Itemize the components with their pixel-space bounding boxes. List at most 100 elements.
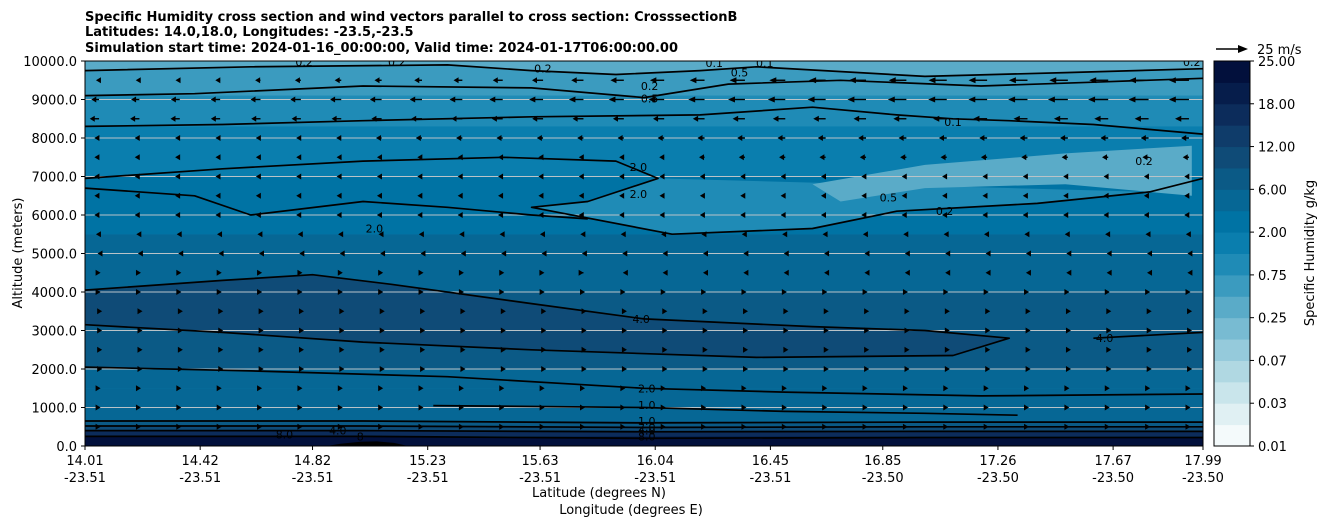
wind-vector bbox=[135, 269, 141, 276]
colorbar-label: Specific Humidity g/kg bbox=[1303, 180, 1318, 326]
wind-vector bbox=[888, 77, 907, 84]
wind-vector bbox=[940, 154, 947, 161]
wind-vector bbox=[97, 327, 103, 334]
wind-vector bbox=[983, 404, 989, 411]
wind-vector bbox=[255, 212, 261, 218]
colorbar-tick-label: 0.25 bbox=[1258, 312, 1287, 327]
wind-vector bbox=[980, 154, 988, 161]
y-tick-label: 6000.0 bbox=[32, 209, 78, 224]
wind-vector bbox=[864, 269, 870, 276]
wind-vector bbox=[258, 327, 264, 334]
contour-label: 0.5 bbox=[641, 92, 659, 105]
contour-label: 0.2 bbox=[295, 56, 313, 69]
wind-vector bbox=[539, 269, 545, 276]
wind-vector bbox=[541, 346, 547, 353]
wind-vector bbox=[968, 77, 988, 84]
wind-vector bbox=[337, 385, 343, 392]
wind-vector bbox=[848, 77, 867, 84]
contour-label: 2.0 bbox=[366, 222, 384, 235]
wind-vector bbox=[216, 404, 222, 411]
wind-vector bbox=[297, 269, 303, 276]
wind-vector bbox=[893, 115, 907, 122]
wind-vector bbox=[336, 212, 342, 218]
wind-vector bbox=[500, 346, 506, 353]
wind-vector bbox=[258, 250, 264, 257]
wind-vector bbox=[1021, 154, 1028, 161]
y-tick-label: 5000.0 bbox=[32, 248, 78, 263]
wind-vector bbox=[1064, 289, 1070, 295]
wind-vector bbox=[135, 423, 141, 430]
wind-vector bbox=[1143, 212, 1149, 218]
wind-vector bbox=[420, 327, 426, 334]
wind-vector bbox=[458, 385, 464, 392]
wind-vector bbox=[539, 231, 545, 238]
wind-vector bbox=[1187, 308, 1193, 315]
wind-vector bbox=[701, 423, 707, 430]
wind-vector bbox=[376, 154, 382, 161]
wind-vector bbox=[701, 404, 707, 411]
colorbar-tick-label: 2.00 bbox=[1258, 226, 1287, 241]
wind-vector bbox=[864, 308, 870, 315]
wind-vector bbox=[862, 231, 868, 238]
contour-2.0 bbox=[85, 425, 1203, 429]
wind-vector bbox=[449, 96, 463, 103]
wind-vector bbox=[296, 212, 302, 218]
wind-vector bbox=[1145, 231, 1151, 238]
wind-vector bbox=[823, 346, 829, 353]
x-tick-label-lon: -23.51 bbox=[634, 471, 676, 486]
wind-vector bbox=[660, 289, 666, 295]
wind-vector bbox=[218, 346, 224, 353]
wind-vector bbox=[702, 346, 708, 353]
wind-vector bbox=[499, 385, 505, 392]
wind-vector bbox=[619, 192, 625, 199]
wind-vector bbox=[1049, 77, 1068, 84]
wind-vector bbox=[1143, 173, 1149, 180]
wind-vector bbox=[251, 115, 261, 122]
wind-vector bbox=[1025, 346, 1031, 353]
wind-vector bbox=[807, 96, 826, 103]
wind-vector bbox=[621, 366, 627, 372]
wind-vector bbox=[622, 269, 628, 276]
wind-vector bbox=[176, 269, 182, 276]
contour-label: 4.0 bbox=[632, 313, 650, 326]
wind-vector bbox=[175, 212, 181, 218]
wind-vector bbox=[415, 135, 422, 141]
wind-vector bbox=[697, 135, 705, 141]
contour-label: 0.1 bbox=[705, 57, 723, 70]
wind-vector bbox=[887, 96, 907, 103]
wind-vector bbox=[378, 231, 384, 238]
wind-vector bbox=[1008, 77, 1028, 84]
wind-vector bbox=[943, 289, 949, 295]
contour-label: 4.0 bbox=[1096, 332, 1114, 345]
contour-1.0 bbox=[433, 404, 1018, 417]
wind-vector bbox=[298, 346, 304, 353]
wind-vector bbox=[740, 173, 746, 180]
y-tick-label: 7000.0 bbox=[32, 171, 78, 186]
wind-vector bbox=[1094, 115, 1109, 122]
contour-1.0 bbox=[85, 420, 1203, 424]
wind-vector bbox=[862, 385, 868, 392]
wind-vector bbox=[379, 366, 385, 372]
wind-vector bbox=[418, 404, 424, 411]
wind-vector bbox=[783, 269, 789, 276]
wind-vector bbox=[95, 289, 101, 295]
wind-vector bbox=[702, 366, 708, 372]
wind-vector bbox=[661, 231, 667, 238]
contour-label: 0.2 bbox=[641, 80, 659, 93]
wind-vector bbox=[501, 250, 507, 257]
colorbar-swatch bbox=[1214, 381, 1250, 404]
wind-vector bbox=[581, 327, 587, 334]
wind-vector bbox=[297, 404, 303, 411]
wind-vector bbox=[376, 173, 382, 180]
wind-vector bbox=[1104, 423, 1110, 430]
wind-vector bbox=[659, 192, 665, 199]
wind-vector bbox=[659, 154, 665, 161]
wind-vector bbox=[1184, 212, 1190, 218]
y-tick-label: 0.0 bbox=[56, 440, 77, 455]
wind-vector bbox=[297, 423, 303, 430]
wind-vector bbox=[779, 154, 786, 161]
wind-vector bbox=[1181, 135, 1189, 141]
contour-label: 8.0 bbox=[638, 430, 656, 443]
contour-label: 0.2 bbox=[1183, 56, 1201, 69]
wind-vector bbox=[985, 366, 991, 372]
